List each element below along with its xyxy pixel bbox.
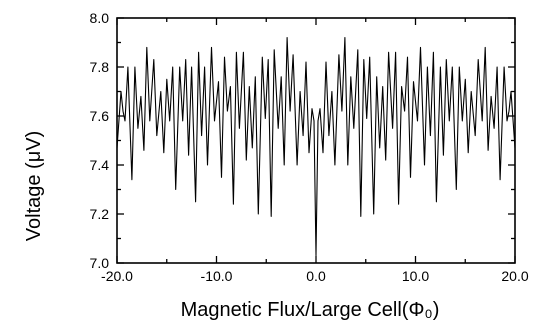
series-line-0 [116, 37, 516, 257]
x-tick-label: 0.0 [306, 268, 326, 284]
x-tick-label: -10.0 [201, 268, 233, 284]
y-tick-label: 7.4 [90, 157, 110, 173]
x-axis-title: Magnetic Flux/Large Cell(Φ₀) [181, 299, 440, 321]
x-tick-label: 20.0 [501, 268, 528, 284]
y-tick-label: 7.8 [90, 59, 110, 75]
y-axis-title: Voltage (μV) [23, 131, 45, 241]
y-tick-label: 7.2 [90, 206, 110, 222]
plot-layer: -20.0 -10.0 0.0 10.0 20.0 7.0 7.2 7.4 7.6 7.8 8.0 [90, 10, 529, 284]
y-tick-label: 7.6 [90, 108, 110, 124]
x-tick-label: -20.0 [101, 268, 133, 284]
x-tick-label: 10.0 [402, 268, 429, 284]
y-tick-label: 8.0 [90, 10, 110, 26]
y-tick-label: 7.0 [90, 255, 110, 271]
